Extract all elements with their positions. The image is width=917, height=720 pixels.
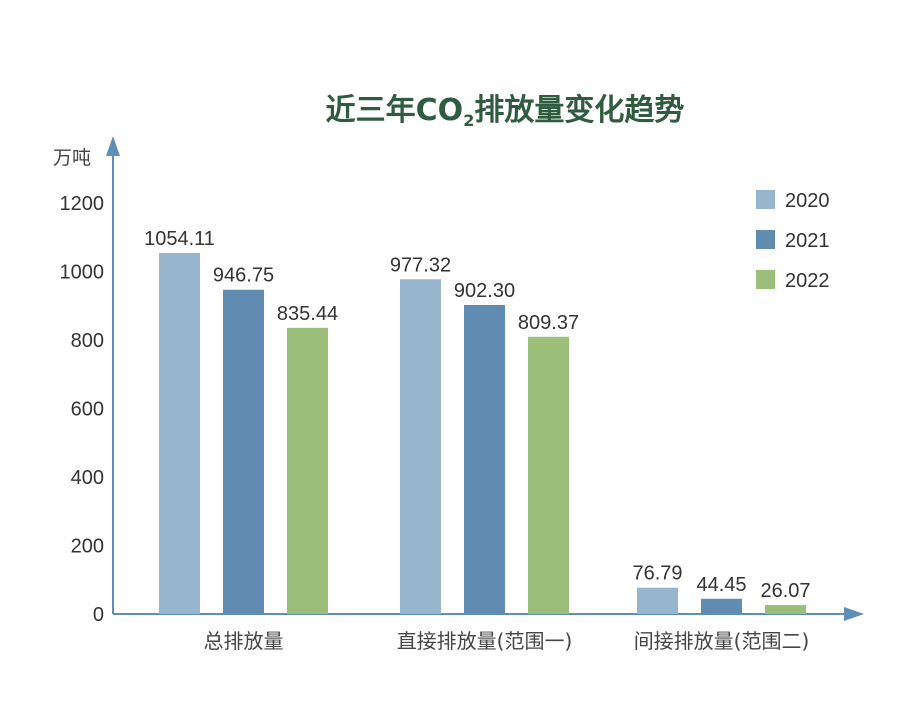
legend: 2020 2021 2022 [756,190,830,292]
value-label-2022: 26.07 [760,580,810,602]
value-label-2020: 76.79 [632,563,682,585]
value-label-2021: 902.30 [454,280,515,302]
y-tick-label: 0 [93,604,104,626]
bar-2022 [765,605,806,614]
bar-2020 [159,252,200,614]
value-label-2020: 977.32 [390,254,451,276]
y-axis-arrow [106,136,120,156]
chart-title-subscript: 2 [463,111,474,130]
legend-swatch-2021 [756,230,775,249]
legend-swatch-2020 [756,190,775,209]
value-label-2020: 1054.11 [144,228,215,250]
legend-label-2021: 2021 [785,230,830,252]
bar-2021 [701,598,742,614]
legend-label-2022: 2022 [785,270,830,292]
category-label: 总排放量 [204,629,284,653]
y-tick-label: 600 [71,399,104,421]
value-label-2021: 946.75 [213,265,274,287]
legend-label-2020: 2020 [785,190,830,212]
y-tick-group: 0 200 400 600 800 1000 1200 [60,193,105,626]
value-label-2022: 809.37 [518,312,579,334]
y-tick-label: 1000 [60,262,105,284]
chart-title: 近三年CO2排放量变化趋势 [326,93,685,130]
bar-group [159,252,806,614]
bar-2022 [528,336,569,614]
y-tick-label: 200 [71,536,104,558]
y-tick-label: 800 [71,330,104,352]
y-tick-label: 400 [71,467,104,489]
bar-2020 [400,279,441,614]
bar-2020 [637,587,678,614]
category-label: 间接排放量(范围二) [634,629,810,653]
category-label-group: 总排放量 直接排放量(范围一) 间接排放量(范围二) [204,629,810,653]
x-axis-arrow [844,607,864,621]
legend-swatch-2022 [756,270,775,289]
bar-2021 [464,304,505,614]
bar-2022 [287,327,328,614]
y-axis-unit-label: 万吨 [53,147,91,169]
value-label-2021: 44.45 [696,574,746,596]
value-label-2022: 835.44 [277,303,338,325]
y-tick-label: 1200 [60,193,105,215]
chart-title-main: 近三年CO [326,93,464,128]
category-label: 直接排放量(范围一) [397,629,573,653]
chart-title-suffix: 排放量变化趋势 [474,93,684,128]
bar-2021 [223,289,264,614]
